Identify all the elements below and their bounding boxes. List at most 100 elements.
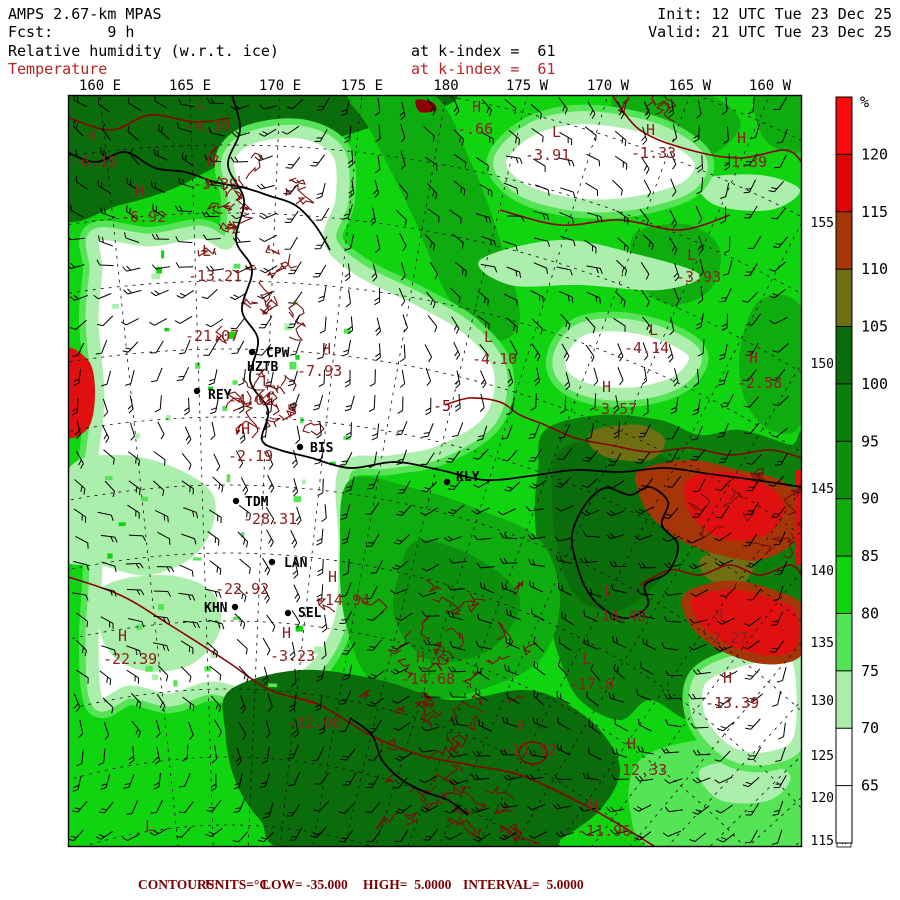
extremum-value: -2.27: [703, 629, 748, 647]
extremum-value: -6.19: [72, 153, 117, 171]
right-axis-label: 135: [811, 636, 834, 651]
extremum-value: -3.91: [525, 146, 570, 164]
right-axis-label: 150: [811, 357, 834, 372]
colorbar-unit: %: [860, 93, 869, 111]
top-axis-label: 170 W: [587, 78, 630, 94]
top-axis-label: 160 E: [79, 78, 121, 94]
extremum-value: -17.8: [569, 675, 614, 693]
extremum-letter: H: [416, 648, 425, 666]
extremum-value: -3.93: [676, 268, 721, 286]
extremum-letter: L: [604, 582, 613, 600]
extremum-value: -13.21: [188, 267, 242, 285]
colorbar-tick-label: 75: [861, 662, 879, 680]
colorbar-segment: [836, 269, 852, 327]
station-dot-LAN: [269, 559, 275, 565]
right-axis-label: 140: [811, 564, 834, 579]
extremum-value: -7.93: [297, 362, 342, 380]
extremum-value: -4.01: [228, 391, 273, 409]
extremum-value: -32.06: [287, 714, 341, 732]
extremum-value: -4.10: [472, 350, 517, 368]
colorbar-segment: [836, 212, 852, 270]
right-axis-label: 115: [811, 834, 834, 849]
extremum-letter: H: [646, 121, 655, 139]
colorbar-segment: [836, 556, 852, 614]
station-dot-BIS: [297, 444, 303, 450]
station-label-CPW: CPW: [266, 346, 290, 361]
colorbar-tick-label: 105: [861, 318, 888, 336]
top-axis-label: 175 W: [506, 78, 549, 94]
colorbar-tick-label: 95: [861, 432, 879, 450]
extremum-value: -14.68: [401, 670, 455, 688]
station-label-KLY: KLY: [456, 470, 480, 485]
colorbar-tick-label: 110: [861, 260, 888, 278]
extremum-letter: L: [552, 123, 561, 141]
extremum-letter: L: [687, 246, 696, 264]
extremum-letter: L: [197, 95, 206, 113]
extremum-value: -14.48: [592, 607, 646, 625]
extremum-value: -1.39: [722, 153, 767, 171]
colorbar-segment: [836, 384, 852, 442]
colorbar-segment: [836, 613, 852, 671]
colorbar-segment: [836, 97, 852, 155]
extremum-value: -14.94: [316, 591, 370, 609]
colorbar: 12011511010510095908580757065%: [836, 93, 888, 844]
extremum-value: -3.57: [592, 400, 637, 418]
right-axis-label: 130: [811, 694, 834, 709]
station-dot-REY: [194, 388, 200, 394]
station-label-LAN: LAN: [284, 556, 308, 571]
extremum-letter: H: [472, 98, 481, 116]
extremum-value: -6.92: [121, 208, 166, 226]
extremum-letter: H: [135, 182, 144, 200]
colorbar-tick-label: 65: [861, 777, 879, 795]
extremum-value: -13.39: [705, 694, 759, 712]
extremum-letter: L: [649, 321, 658, 339]
colorbar-segment: [836, 154, 852, 212]
colorbar-segment: [836, 728, 852, 786]
station-label-KHN: KHN: [204, 601, 228, 616]
colorbar-tick-label: 85: [861, 547, 879, 565]
extremum-letter: L: [262, 372, 271, 390]
colorbar-segment: [836, 671, 852, 729]
weather-plot-page: { "header": { "model": "AMPS 2.67-km MPA…: [0, 0, 900, 900]
extremum-letter: H: [241, 420, 250, 438]
map-plot: CPWHZTBREYBISKLYTDMLANKHNSELL-4.30H-6.19…: [0, 0, 900, 900]
colorbar-tick-label: 80: [861, 604, 879, 622]
colorbar-tick-label: 115: [861, 203, 888, 221]
extremum-letter: L: [202, 242, 211, 260]
station-label-TDM: TDM: [245, 495, 269, 510]
extremum-letter: L: [305, 690, 314, 708]
extremum-value: -1.33: [631, 144, 676, 162]
colorbar-segment: [836, 441, 852, 499]
extremum-value: -22.39: [103, 650, 157, 668]
extremum-letter: H: [322, 340, 331, 358]
extremum-letter: H: [737, 129, 746, 147]
station-dot-TDM: [233, 498, 239, 504]
extremum-letter: H: [328, 568, 337, 586]
colorbar-segment: [836, 786, 852, 844]
contour-line-label: -5: [433, 397, 451, 415]
extremum-letter: H: [749, 349, 758, 367]
contour-info-low: LOW= -35.000: [262, 877, 348, 893]
extremum-value: -12.33: [613, 761, 667, 779]
extremum-value: -11.96: [577, 822, 631, 840]
extremum-letter: H: [627, 735, 636, 753]
station-label-BIS: BIS: [310, 441, 334, 456]
extremum-value: -3.39: [193, 175, 238, 193]
top-axis-label: 165 E: [169, 78, 211, 94]
colorbar-segment: [836, 327, 852, 385]
extremum-letter: L: [582, 650, 591, 668]
extremum-letter: H: [282, 624, 291, 642]
contour-info-units: UNITS=°C: [205, 877, 269, 893]
extremum-letter: H: [118, 627, 127, 645]
extremum-letter: H: [207, 152, 216, 170]
station-dot-SEL: [285, 610, 291, 616]
extremum-value: -.66: [457, 120, 493, 138]
extremum-value: -3.23: [270, 647, 315, 665]
top-axis-label: 180: [433, 78, 458, 94]
station-dot-CPW: [249, 349, 255, 355]
extremum-value: -11.92: [503, 741, 557, 759]
extremum-value: -28.31: [243, 510, 297, 528]
extremum-letter: H: [88, 127, 97, 145]
extremum-letter: H: [516, 717, 525, 735]
extremum-value: -2.19: [228, 447, 273, 465]
